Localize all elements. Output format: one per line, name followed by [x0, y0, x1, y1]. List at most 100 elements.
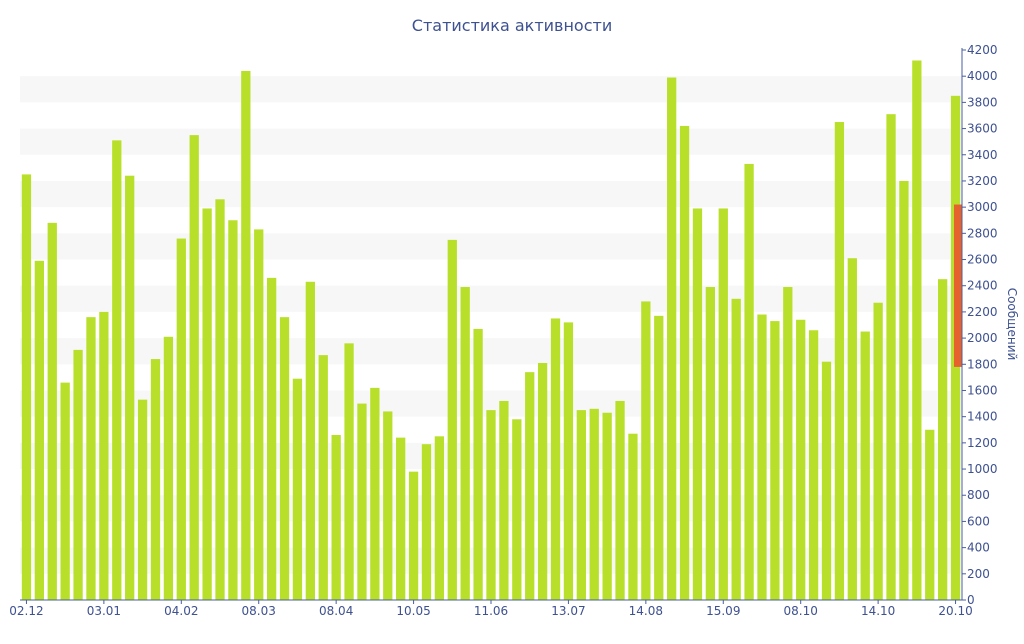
bar: [86, 317, 96, 600]
x-tick-label: 03.01: [87, 604, 121, 618]
bar: [899, 180, 909, 600]
y-tick-label: 2400: [967, 279, 998, 293]
bar: [408, 471, 419, 600]
bar: [99, 311, 109, 600]
y-tick-label: 4200: [967, 43, 998, 57]
bar: [383, 411, 393, 600]
bar: [163, 336, 174, 600]
bar: [912, 60, 922, 600]
bar: [808, 330, 819, 600]
bar: [550, 318, 561, 600]
bar: [473, 328, 483, 600]
y-tick-label: 1000: [967, 462, 998, 476]
bar: [783, 287, 793, 600]
bar: [189, 135, 199, 600]
bar: [241, 70, 251, 600]
bar: [421, 444, 432, 600]
bar: [460, 287, 470, 600]
bar: [47, 222, 57, 600]
y-tick-label: 2200: [967, 305, 998, 319]
x-tick-label: 11.06: [474, 604, 508, 618]
y-tick-label: 1200: [967, 436, 998, 450]
bar: [447, 239, 457, 600]
bar: [305, 281, 315, 600]
y-tick-label: 200: [967, 567, 990, 581]
bar: [718, 208, 728, 600]
bar: [73, 349, 83, 600]
bar: [370, 387, 380, 600]
bar: [60, 382, 70, 600]
y-tick-label: 3000: [967, 200, 998, 214]
bar: [215, 199, 225, 601]
y-tick-label: 3200: [967, 174, 998, 188]
y-tick-label: 600: [967, 514, 990, 528]
bar: [886, 114, 896, 601]
chart-title: Статистика активности: [412, 16, 612, 35]
bar: [821, 361, 832, 600]
y-tick-label: 2600: [967, 253, 998, 267]
y-tick-label: 1800: [967, 357, 998, 371]
bar: [860, 331, 870, 600]
bar: [202, 208, 212, 600]
bar: [628, 433, 638, 600]
y-axis-label: Сообщений: [1005, 288, 1019, 361]
grid-band: [20, 338, 962, 365]
y-tick-label: 2000: [967, 331, 998, 345]
y-tick-label: 3400: [967, 148, 998, 162]
bar: [744, 163, 754, 600]
bar: [679, 125, 690, 600]
bar: [292, 378, 303, 600]
bar: [499, 400, 509, 600]
bar: [344, 343, 354, 600]
bar: [937, 279, 948, 600]
bar: [873, 302, 883, 600]
bar: [796, 319, 806, 600]
bar: [21, 174, 32, 600]
bar: [137, 399, 148, 600]
y-tick-label: 4000: [967, 69, 998, 83]
bars-group: [21, 60, 962, 601]
bar: [254, 229, 264, 600]
x-tick-label: 04.02: [164, 604, 198, 618]
x-axis-ticks: 02.12 03.01 04.02 08.03 08.04 10.05 11.06 13.07…: [9, 600, 973, 618]
bar: [615, 400, 625, 600]
x-tick-label: 08.04: [319, 604, 353, 618]
bar: [150, 359, 161, 600]
bar: [228, 220, 238, 600]
bar: [667, 77, 677, 600]
bar: [563, 322, 574, 600]
bar: [357, 403, 367, 600]
grid-band: [20, 285, 962, 312]
grid-band: [20, 180, 962, 208]
bar: [847, 258, 857, 600]
bar: [641, 301, 651, 600]
bar: [318, 355, 328, 600]
x-tick-label: 08.03: [242, 604, 276, 618]
bar: [434, 436, 445, 600]
highlight-range-marker: [954, 204, 962, 367]
bar: [279, 317, 290, 600]
y-tick-label: 0: [967, 593, 975, 607]
bar: [176, 238, 186, 601]
x-tick-label: 02.12: [9, 604, 43, 618]
y-tick-label: 800: [967, 488, 990, 502]
x-tick-label: 14.08: [629, 604, 663, 618]
bar: [512, 419, 522, 600]
y-tick-label: 2800: [967, 226, 998, 240]
bar: [602, 412, 612, 600]
x-tick-label: 13.07: [551, 604, 585, 618]
bar: [589, 408, 599, 600]
bar: [525, 372, 535, 600]
bar: [486, 410, 496, 600]
y-tick-label: 3600: [967, 122, 998, 136]
x-tick-label: 15.09: [706, 604, 740, 618]
bar: [34, 260, 45, 600]
bar: [576, 410, 586, 600]
bar: [731, 298, 741, 600]
bar: [757, 314, 767, 600]
bar: [537, 362, 548, 600]
x-tick-label: 10.05: [396, 604, 430, 618]
bar: [705, 287, 716, 600]
